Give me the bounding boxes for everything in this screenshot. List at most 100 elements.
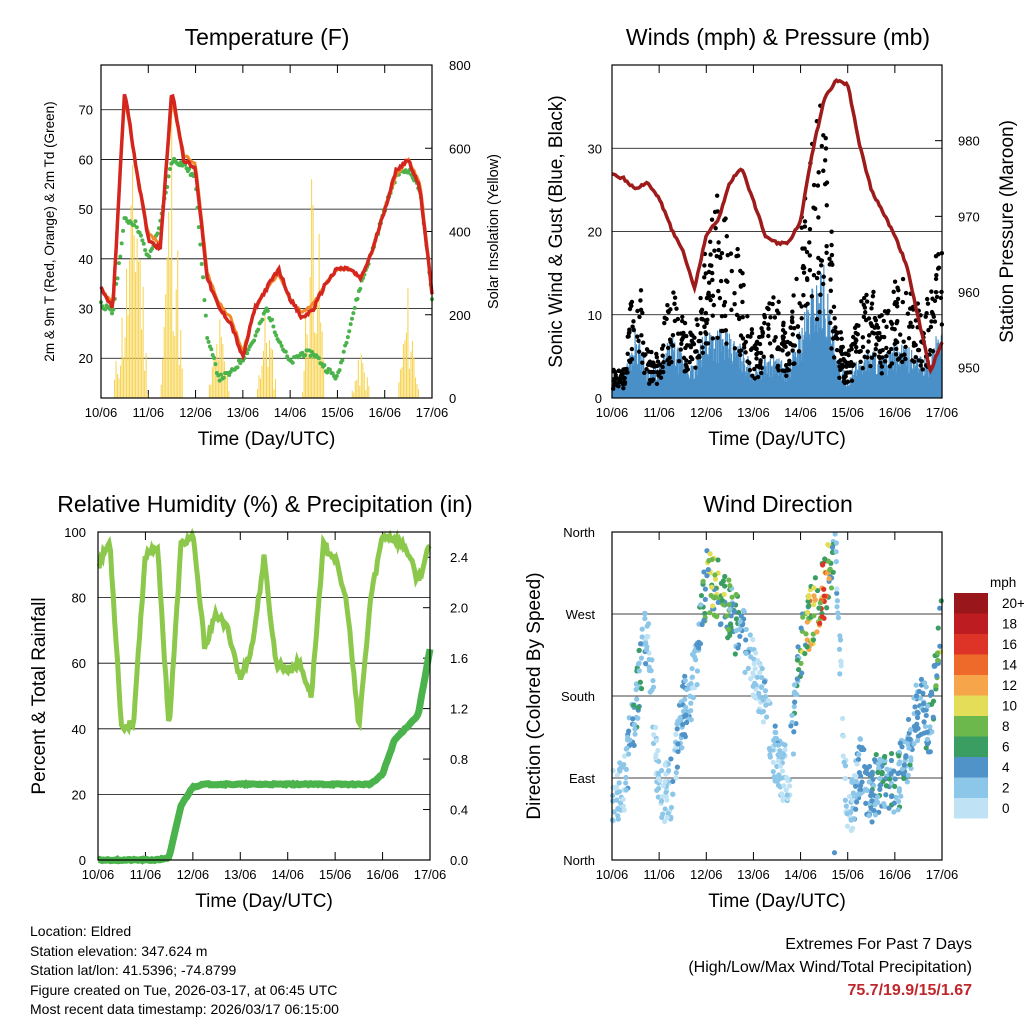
gust-point (624, 366, 629, 372)
gust-point (884, 345, 889, 351)
dewpoint-point (119, 241, 124, 246)
direction-point (760, 696, 766, 703)
direction-point (732, 651, 738, 657)
gust-point (886, 308, 891, 314)
direction-point (923, 712, 929, 719)
direction-point (738, 613, 744, 619)
direction-point (811, 613, 817, 619)
direction-point (691, 649, 697, 655)
direction-point (875, 765, 882, 771)
gust-point (769, 354, 774, 359)
direction-point (662, 779, 668, 785)
gust-point (816, 270, 821, 275)
dewpoint-point (206, 339, 211, 344)
direction-point (914, 709, 920, 715)
gust-point (860, 335, 866, 340)
gust-point (614, 382, 619, 388)
direction-point (690, 685, 696, 691)
gust-point (888, 319, 894, 325)
gust-point (630, 324, 635, 329)
direction-point (663, 789, 669, 796)
direction-point (782, 747, 788, 753)
gust-point (891, 289, 896, 295)
y2-tick-label: 960 (958, 285, 980, 300)
gust-point (647, 377, 653, 383)
gust-point (842, 358, 847, 363)
direction-point (623, 780, 629, 786)
direction-point (684, 719, 690, 726)
direction-point (615, 813, 621, 819)
gust-point (839, 351, 845, 357)
gust-point (805, 301, 810, 307)
gust-point (814, 316, 820, 322)
y-tick-label: 20 (588, 225, 602, 240)
gust-point (655, 359, 661, 364)
gust-point (713, 226, 718, 231)
direction-point (621, 807, 627, 813)
gust-point (773, 334, 778, 340)
direction-point (727, 606, 733, 612)
gust-point (829, 346, 834, 351)
rh-line (96, 527, 432, 736)
direction-point (821, 593, 827, 599)
legend-label: 20+ (1002, 596, 1024, 611)
gust-point (788, 325, 794, 331)
temperature-panel: Temperature (F) 10/06 11/06 12/06 13/06 14/06… (42, 24, 502, 450)
gust-point (892, 279, 898, 284)
direction-point (767, 754, 773, 760)
direction-point (702, 586, 708, 592)
gust-point (640, 360, 645, 365)
gust-point (881, 318, 886, 324)
direction-point (675, 748, 681, 755)
gust-point (839, 336, 844, 342)
gust-point (741, 345, 747, 350)
gust-point (792, 326, 797, 331)
gust-point (886, 349, 892, 355)
gust-point (755, 374, 761, 380)
gust-point (861, 302, 866, 308)
gust-point (796, 349, 802, 354)
gust-point (642, 370, 647, 376)
gust-point (868, 363, 873, 369)
gust-point (795, 324, 801, 329)
direction-point (918, 676, 925, 683)
direction-point (674, 764, 680, 770)
gust-point (708, 239, 713, 244)
direction-point (905, 716, 912, 723)
gust-point (906, 336, 912, 341)
gust-point (658, 369, 663, 374)
gust-point (800, 246, 805, 251)
direction-point (927, 724, 933, 730)
direction-point (760, 719, 767, 725)
dewpoint-point (110, 311, 115, 316)
y-axis-label: 2m & 9m T (Red, Orange) & 2m Td (Green) (42, 101, 57, 361)
gust-point (712, 209, 718, 215)
direction-point (745, 665, 751, 671)
gust-point (678, 347, 683, 352)
gust-point (712, 248, 717, 253)
gust-point (816, 255, 821, 261)
gust-point (873, 318, 879, 323)
direction-point (680, 721, 686, 728)
direction-point (863, 800, 869, 806)
direction-point (673, 775, 679, 781)
dewpoint-point (133, 219, 138, 224)
direction-point (773, 735, 780, 742)
direction-point (722, 583, 728, 589)
direction-point (785, 777, 791, 784)
direction-point (937, 643, 943, 649)
gust-point (738, 348, 744, 353)
gust-point (725, 252, 730, 258)
direction-point (752, 666, 758, 672)
direction-point (753, 650, 759, 656)
gust-point (831, 355, 837, 360)
direction-point (837, 633, 843, 639)
direction-point (853, 778, 859, 785)
gust-point (901, 339, 906, 344)
direction-point (704, 573, 710, 579)
gust-point (649, 349, 654, 355)
direction-point (636, 647, 642, 653)
dewpoint-point (274, 333, 279, 338)
direction-point (687, 693, 693, 699)
direction-point (631, 742, 637, 749)
